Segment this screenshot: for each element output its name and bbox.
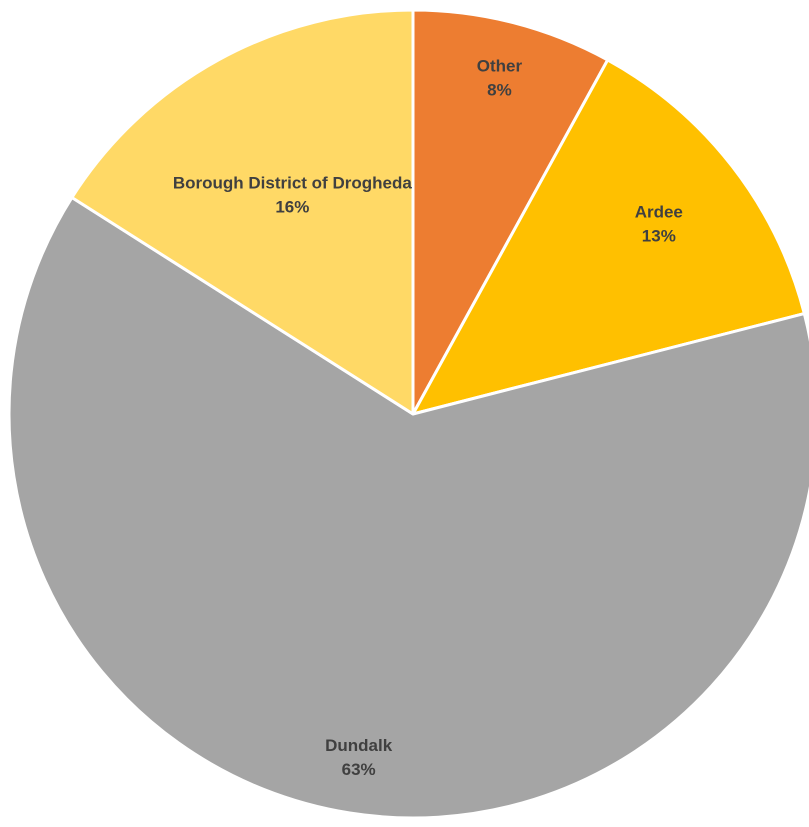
data-label-borough-district-of-drogheda: Borough District of Drogheda 16% xyxy=(173,174,412,217)
data-label-category: Other xyxy=(477,56,523,75)
pie-slice-ardee xyxy=(411,58,806,416)
data-label-category: Borough District of Drogheda xyxy=(173,174,412,193)
data-label-category: Ardee xyxy=(635,202,683,221)
data-label-other: Other 8% xyxy=(477,56,523,99)
pie-slice-dundalk xyxy=(7,196,809,820)
data-label-percent: 63% xyxy=(342,760,376,779)
pie-slice-borough-district-of-drogheda xyxy=(70,8,415,416)
data-label-percent: 8% xyxy=(487,80,512,99)
data-label-percent: 16% xyxy=(275,198,309,217)
labels-layer: Other 8% Ardee 13% Dundalk 63% Borough Distric… xyxy=(173,56,683,779)
data-label-percent: 13% xyxy=(642,226,676,245)
data-label-ardee: Ardee 13% xyxy=(635,202,683,245)
pie-slice-other xyxy=(411,8,610,416)
slices-layer xyxy=(7,8,809,820)
data-label-dundalk: Dundalk 63% xyxy=(325,736,393,779)
data-label-category: Dundalk xyxy=(325,736,393,755)
